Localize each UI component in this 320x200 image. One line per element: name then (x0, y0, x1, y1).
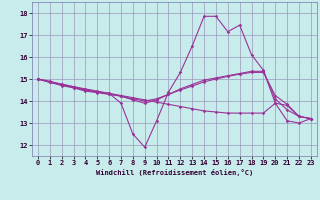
X-axis label: Windchill (Refroidissement éolien,°C): Windchill (Refroidissement éolien,°C) (96, 169, 253, 176)
